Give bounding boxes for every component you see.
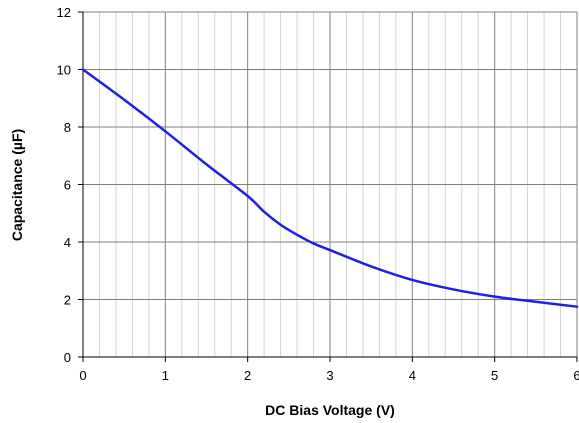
x-tick-label: 0 bbox=[79, 368, 86, 383]
x-tick-labels: 0 1 2 3 4 5 6 bbox=[79, 368, 579, 383]
y-tick-label: 10 bbox=[57, 63, 71, 78]
y-axis-label: Capacitance (µF) bbox=[9, 129, 25, 241]
series-line bbox=[81, 68, 579, 308]
y-tick-label: 2 bbox=[64, 293, 71, 308]
y-tick-labels: 0 2 4 6 8 10 12 bbox=[57, 5, 71, 365]
data-series bbox=[81, 68, 579, 308]
major-gridlines bbox=[82, 11, 578, 358]
y-tick-label: 4 bbox=[64, 235, 71, 250]
y-tick-label: 0 bbox=[64, 350, 71, 365]
plot-axes bbox=[78, 11, 578, 362]
x-tick-label: 1 bbox=[162, 368, 169, 383]
x-tick-label: 6 bbox=[573, 368, 579, 383]
x-tick-label: 4 bbox=[409, 368, 416, 383]
x-tick-label: 3 bbox=[326, 368, 333, 383]
y-tick-label: 8 bbox=[64, 120, 71, 135]
x-axis-label: DC Bias Voltage (V) bbox=[265, 402, 395, 418]
x-tick-label: 2 bbox=[244, 368, 251, 383]
y-tick-label: 12 bbox=[57, 5, 71, 20]
x-tick-label: 5 bbox=[491, 368, 498, 383]
y-tick-label: 6 bbox=[64, 178, 71, 193]
